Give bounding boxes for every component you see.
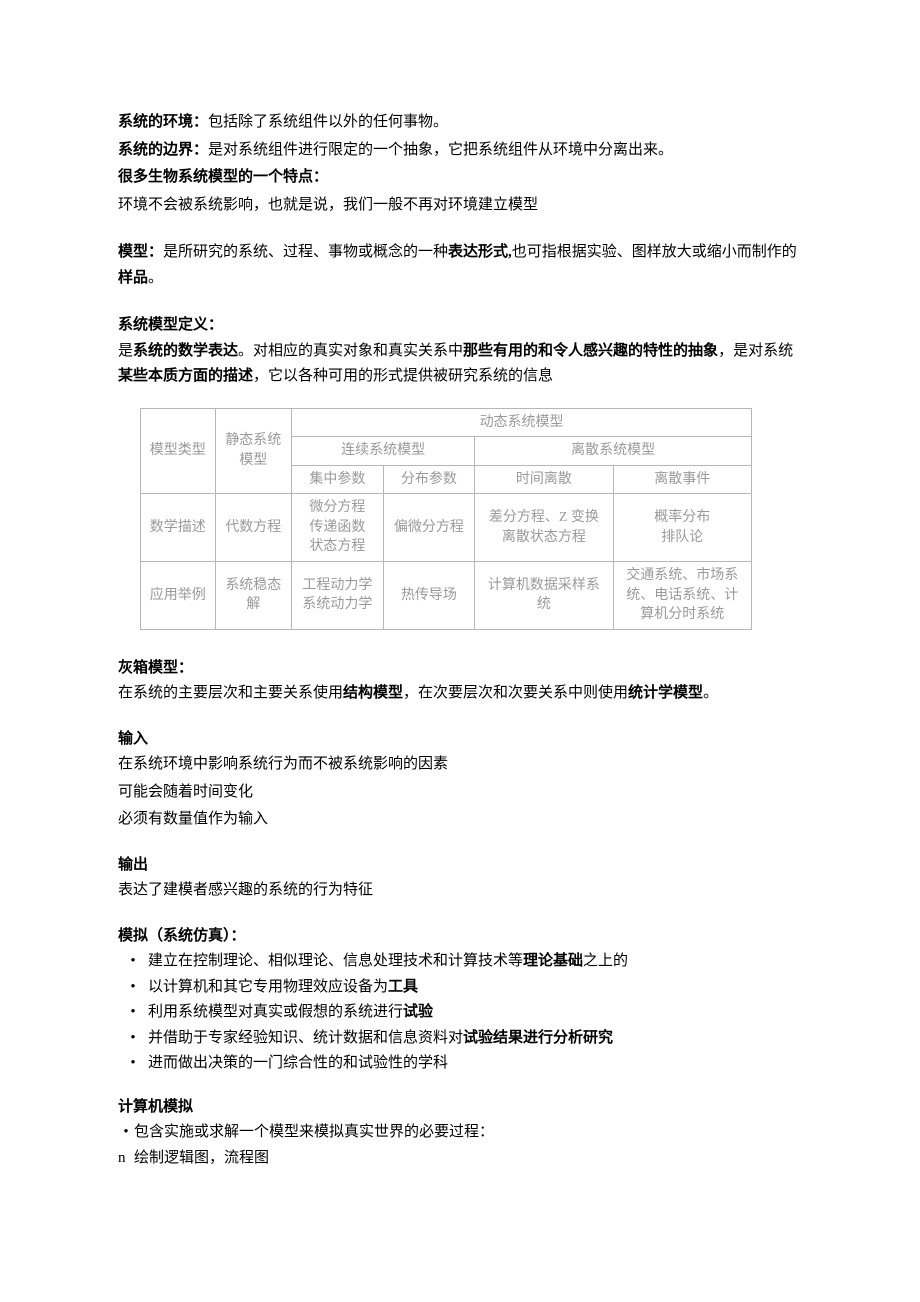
cell-static: 静态系统模型 (215, 408, 292, 494)
bullet-icon: • (118, 1000, 148, 1026)
list-text: 进而做出决策的一门综合性的和试验性的学科 (148, 1051, 802, 1077)
label-system-boundary: 系统的边界： (118, 142, 208, 158)
heading-input: 输入 (118, 727, 802, 753)
list-text: 并借助于专家经验知识、统计数据和信息资料对试验结果进行分析研究 (148, 1026, 802, 1052)
heading-computer-sim: 计算机模拟 (118, 1095, 802, 1121)
bold-stat-model: 统计学模型 (628, 685, 703, 701)
bold-structure-model: 结构模型 (343, 685, 403, 701)
para-input-3: 必须有数量值作为输入 (118, 807, 802, 833)
cell-ode: 微分方程 传递函数 状态方程 (292, 494, 384, 562)
cell-continuous: 连续系统模型 (292, 437, 475, 466)
list-item: •建立在控制理论、相似理论、信息处理技术和计算技术等理论基础之上的 (118, 949, 802, 975)
bold-term: 试验结果进行分析研究 (463, 1030, 613, 1046)
table-row: 应用举例 系统稳态解 工程动力学 系统动力学 热传导场 计算机数据采样系统 交通… (141, 562, 752, 630)
cell-model-type: 模型类型 (141, 408, 216, 494)
para-system-boundary: 系统的边界：是对系统组件进行限定的一个抽象，它把系统组件从环境中分离出来。 (118, 138, 802, 164)
spacer (118, 1077, 802, 1095)
list-item: •并借助于专家经验知识、统计数据和信息资料对试验结果进行分析研究 (118, 1026, 802, 1052)
heading-sys-model-def: 系统模型定义： (118, 313, 802, 339)
text-system-boundary: 是对系统组件进行限定的一个抽象，它把系统组件从环境中分离出来。 (208, 142, 673, 158)
model-type-table: 模型类型 静态系统模型 动态系统模型 连续系统模型 离散系统模型 集中参数 分布… (140, 408, 752, 630)
bullet-icon: • (118, 1120, 134, 1146)
text: 。 (703, 685, 718, 701)
cell-time-discrete: 时间离散 (475, 465, 613, 494)
bold-term: 工具 (388, 979, 418, 995)
list-text: 建立在控制理论、相似理论、信息处理技术和计算技术等理论基础之上的 (148, 949, 802, 975)
cell-steady: 系统稳态解 (215, 562, 292, 630)
list-item: •利用系统模型对真实或假想的系统进行试验 (118, 1000, 802, 1026)
list-text: 包含实施或求解一个模型来模拟真实世界的必要过程： (134, 1120, 802, 1146)
list-item: • 包含实施或求解一个模型来模拟真实世界的必要过程： (118, 1120, 802, 1146)
para-output-1: 表达了建模者感兴趣的系统的行为特征 (118, 878, 802, 904)
cell-event-discrete: 离散事件 (613, 465, 751, 494)
cell-pde: 偏微分方程 (383, 494, 475, 562)
para-bio-feature: 很多生物系统模型的一个特点： (118, 165, 802, 191)
cell-discrete: 离散系统模型 (475, 437, 752, 466)
para-input-1: 在系统环境中影响系统行为而不被系统影响的因素 (118, 752, 802, 778)
bullet-icon: • (118, 1051, 148, 1077)
bold-expression: 表达形式, (448, 244, 512, 260)
text: 是所研究的系统、过程、事物或概念的一种 (163, 244, 448, 260)
label-bio-feature: 很多生物系统模型的一个特点： (118, 169, 328, 185)
list-item: •以计算机和其它专用物理效应设备为工具 (118, 975, 802, 1001)
simulation-list: •建立在控制理论、相似理论、信息处理技术和计算技术等理论基础之上的•以计算机和其… (118, 949, 802, 1077)
text: ，它以各种可用的形式提供被研究系统的信息 (253, 368, 553, 384)
document-page: 系统的环境：包括除了系统组件以外的任何事物。 系统的边界：是对系统组件进行限定的… (0, 0, 920, 1302)
spacer (118, 220, 802, 240)
para-input-2: 可能会随着时间变化 (118, 780, 802, 806)
spacer (118, 638, 802, 656)
para-model-def: 模型：是所研究的系统、过程、事物或概念的一种表达形式,也可指根据实验、图样放大或… (118, 240, 802, 291)
list-text: 以计算机和其它专用物理效应设备为工具 (148, 975, 802, 1001)
cell-heat: 热传导场 (383, 562, 475, 630)
cell-diff-eq: 差分方程、Z 变换 离散状态方程 (475, 494, 613, 562)
heading-simulation: 模拟（系统仿真）： (118, 924, 802, 950)
label-model: 模型： (118, 244, 163, 260)
label-system-env: 系统的环境： (118, 114, 208, 130)
cell-dynamics: 工程动力学 系统动力学 (292, 562, 384, 630)
heading-grey-box: 灰箱模型： (118, 656, 802, 682)
spacer (118, 906, 802, 924)
spacer (118, 709, 802, 727)
bullet-icon: • (118, 975, 148, 1001)
bold-sample: 样品 (118, 270, 148, 286)
cell-dynamic: 动态系统模型 (292, 408, 752, 437)
bold-term: 试验 (403, 1004, 433, 1020)
cell-sampling: 计算机数据采样系统 (475, 562, 613, 630)
heading-output: 输出 (118, 853, 802, 879)
para-sys-model-def: 是系统的数学表达。对相应的真实对象和真实关系中那些有用的和令人感兴趣的特性的抽象… (118, 339, 802, 390)
spacer (118, 293, 802, 313)
cell-math-desc: 数学描述 (141, 494, 216, 562)
text: 也可指根据实验、图样放大或缩小而制作的 (512, 244, 797, 260)
text: 是 (118, 343, 133, 359)
n-marker: n (118, 1146, 134, 1172)
text: 。 (148, 270, 163, 286)
cell-prob: 概率分布 排队论 (613, 494, 751, 562)
bold-math-expr: 系统的数学表达 (133, 343, 238, 359)
text-system-env: 包括除了系统组件以外的任何事物。 (208, 114, 448, 130)
cell-distributed: 分布参数 (383, 465, 475, 494)
para-bio-feature-desc: 环境不会被系统影响，也就是说，我们一般不再对环境建立模型 (118, 193, 802, 219)
cell-traffic: 交通系统、市场系统、电话系统、计算机分时系统 (613, 562, 751, 630)
cell-algebra: 代数方程 (215, 494, 292, 562)
text: 。对相应的真实对象和真实关系中 (238, 343, 463, 359)
bold-term: 理论基础 (523, 953, 583, 969)
table-row: 数学描述 代数方程 微分方程 传递函数 状态方程 偏微分方程 差分方程、Z 变换… (141, 494, 752, 562)
list-item: n 绘制逻辑图，流程图 (118, 1146, 802, 1172)
table-row: 模型类型 静态系统模型 动态系统模型 (141, 408, 752, 437)
text: ，在次要层次和次要关系中则使用 (403, 685, 628, 701)
spacer (118, 835, 802, 853)
bold-useful-abstract: 那些有用的和令人感兴趣的特性的抽象 (463, 343, 718, 359)
para-system-env: 系统的环境：包括除了系统组件以外的任何事物。 (118, 110, 802, 136)
list-text: 利用系统模型对真实或假想的系统进行试验 (148, 1000, 802, 1026)
bold-essence-desc: 某些本质方面的描述 (118, 368, 253, 384)
text: 在系统的主要层次和主要关系使用 (118, 685, 343, 701)
cell-example: 应用举例 (141, 562, 216, 630)
bullet-icon: • (118, 949, 148, 975)
bullet-icon: • (118, 1026, 148, 1052)
list-text: 绘制逻辑图，流程图 (134, 1146, 802, 1172)
para-grey-box: 在系统的主要层次和主要关系使用结构模型，在次要层次和次要关系中则使用统计学模型。 (118, 681, 802, 707)
cell-lumped: 集中参数 (292, 465, 384, 494)
text: ，是对系统 (718, 343, 793, 359)
list-item: •进而做出决策的一门综合性的和试验性的学科 (118, 1051, 802, 1077)
